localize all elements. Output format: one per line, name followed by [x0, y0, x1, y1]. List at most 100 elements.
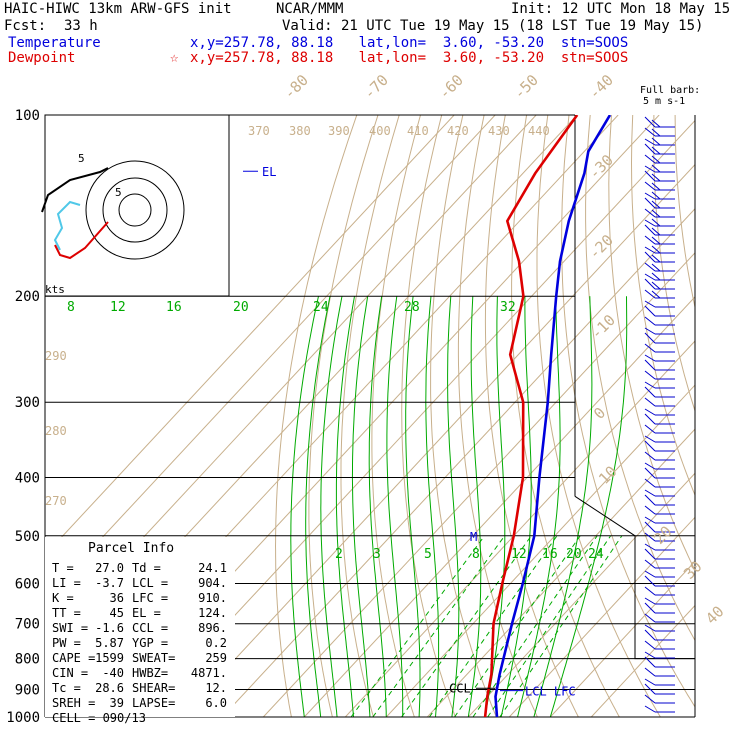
dry-adiabat — [401, 115, 456, 717]
parcel-value: 45 — [110, 606, 124, 620]
wind-barb — [644, 332, 675, 344]
hodograph-kts-label: kts — [45, 283, 65, 296]
parcel-value: 27.0 — [95, 561, 124, 575]
mixing-ratio-label: 24 — [313, 300, 329, 315]
header-valid: Valid: 21 UTC Tue 19 May 15 (18 LST Tue … — [282, 18, 704, 34]
parcel-value: 36 — [110, 591, 124, 605]
wind-barb — [644, 597, 675, 605]
dry-adiabat — [653, 115, 695, 413]
mixing-ratio-label: 3 — [373, 547, 381, 562]
hodograph-box — [44, 114, 230, 297]
moist-adiabat — [447, 296, 460, 717]
wind-barb — [644, 694, 675, 704]
temperature-label-right: 30 — [680, 557, 706, 583]
temperature-label-top: -60 — [435, 71, 467, 103]
mixing-ratio-line — [499, 535, 623, 717]
moist-adiabat — [320, 296, 343, 717]
parcel-value: -3.7 — [95, 576, 124, 590]
parcel-key: SHEAR= — [132, 681, 175, 695]
parcel-key: CAPE = — [52, 651, 95, 665]
moist-adiabat — [386, 296, 404, 717]
parcel-cell: CELL = 090/13 — [52, 711, 146, 725]
temperature-label-right: -10 — [587, 311, 619, 343]
hodograph-trace-high — [41, 167, 109, 213]
mixing-ratio-label: 28 — [404, 300, 420, 315]
hodograph-ring — [102, 177, 168, 243]
parcel-value: 0.2 — [205, 636, 227, 650]
parcel-value: 259 — [205, 651, 227, 665]
mixing-ratio-label: 2 — [335, 547, 343, 562]
parcel-value: 12. — [205, 681, 227, 695]
mixing-ratio-label: 12 — [110, 300, 126, 315]
wind-barb — [644, 408, 675, 416]
parcel-value: 28.6 — [95, 681, 124, 695]
mixing-ratio-line — [472, 535, 598, 717]
theta-label: 380 — [289, 124, 311, 138]
wind-barb — [644, 548, 675, 560]
barb-legend-value: 5 m s-1 — [643, 96, 685, 107]
dewpoint-legend: Dewpoint — [8, 50, 76, 66]
wind-barb — [644, 251, 675, 263]
dewpoint-info: x,y=257.78, 88.18 lat,lon= 3.60, -53.20 … — [190, 50, 629, 66]
temperature-label-top: -70 — [360, 71, 392, 103]
theta-label: 440 — [528, 124, 550, 138]
dry-adiabat — [674, 115, 695, 310]
wind-barb — [644, 154, 675, 164]
mixing-ratio-label: 32 — [500, 300, 516, 315]
dry-adiabat — [585, 115, 695, 642]
wind-barb — [644, 640, 675, 650]
header-init: Init: 12 UTC Mon 18 May 15 — [511, 1, 731, 17]
parcel-value: 896. — [198, 621, 227, 635]
wind-barb — [644, 629, 675, 641]
wind-barb — [644, 505, 675, 515]
wind-barb — [644, 602, 675, 614]
parcel-value: -1.6 — [95, 621, 124, 635]
temperature-label-top: -80 — [280, 71, 312, 103]
wind-barb — [644, 516, 675, 524]
mixing-ratio-label: 16 — [542, 547, 558, 562]
isotherm-line — [303, 296, 695, 717]
temperature-profile — [494, 115, 612, 717]
mixing-ratio-line — [372, 535, 506, 717]
parcel-key: HWBZ= — [132, 666, 168, 680]
theta-label: 430 — [488, 124, 510, 138]
moist-adiabat — [351, 296, 371, 717]
wind-barb — [644, 613, 675, 623]
parcel-value: -40 — [102, 666, 124, 680]
wind-barb — [644, 678, 675, 686]
parcel-value: 1599 — [95, 651, 124, 665]
wind-barb — [644, 181, 675, 191]
pressure-label: 600 — [15, 576, 40, 592]
barb-legend-title: Full barb: — [640, 85, 700, 96]
wind-barb — [644, 235, 675, 245]
temperature-label-right: 20 — [650, 522, 676, 548]
dry-adiabat — [340, 115, 400, 717]
wind-barb — [644, 559, 675, 569]
parcel-key: EL = — [132, 606, 161, 620]
dewpoint-marker: ☆ — [170, 50, 179, 66]
dry-adiabat — [430, 115, 497, 717]
parcel-value: 6.0 — [205, 696, 227, 710]
pressure-label: 800 — [15, 652, 40, 668]
wind-barb — [644, 289, 675, 299]
parcel-key: SWI = — [52, 621, 88, 635]
wind-barb — [644, 532, 675, 542]
wind-barb — [644, 397, 675, 407]
wind-barb — [644, 543, 675, 551]
isotherm-line — [467, 472, 695, 717]
dry-adiabat — [718, 115, 740, 717]
parcel-value: 5.87 — [95, 636, 124, 650]
pressure-label: 1000 — [6, 710, 40, 726]
temperature-info: x,y=257.78, 88.18 lat,lon= 3.60, -53.20 … — [190, 35, 629, 51]
wind-barb — [644, 208, 675, 218]
isotherm-line — [45, 115, 496, 600]
hodograph-ring-label: 5 — [78, 152, 85, 165]
parcel-key: LAPSE= — [132, 696, 175, 710]
hodograph-trace-low — [54, 221, 109, 260]
wind-barb — [644, 316, 675, 326]
parcel-key: SWEAT= — [132, 651, 175, 665]
dry-adiabat — [561, 115, 695, 708]
parcel-key: T = — [52, 561, 74, 575]
el-label: EL — [262, 165, 276, 179]
mixing-ratio-line — [350, 535, 485, 717]
